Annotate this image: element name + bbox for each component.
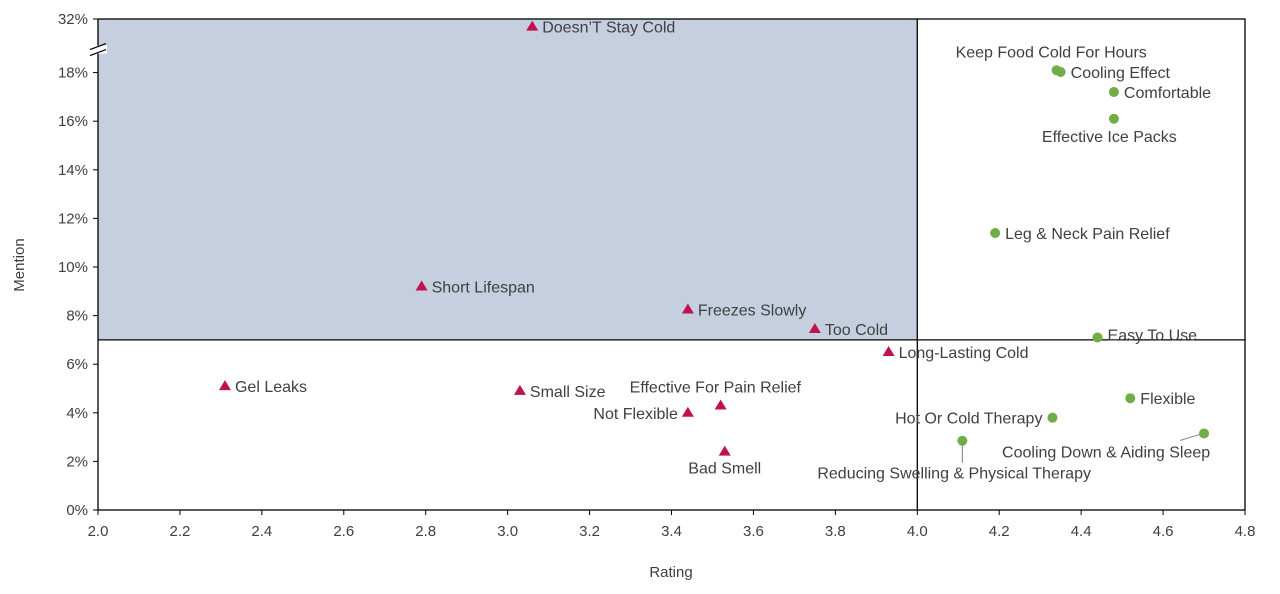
circle-point [1047, 412, 1058, 423]
triangle-point [415, 280, 428, 291]
point-label: Doesn’T Stay Cold [542, 20, 675, 37]
point-label: Long-Lasting Cold [899, 345, 1029, 362]
point-label: Bad Smell [688, 461, 761, 478]
point-label: Hot Or Cold Therapy [895, 411, 1042, 428]
leader-line [1179, 433, 1201, 441]
triangle-point [714, 399, 727, 410]
y-tick-label: 8% [66, 308, 88, 325]
y-tick-label: 14% [58, 162, 88, 179]
y-tick-label: 12% [58, 210, 88, 227]
circle-point [1108, 87, 1119, 98]
x-tick-label: 3.0 [497, 523, 518, 540]
point-label: Effective For Pain Relief [630, 380, 802, 397]
triangle-point [526, 20, 539, 31]
point-label: Easy To Use [1108, 327, 1198, 344]
x-tick-label: 4.2 [989, 523, 1010, 540]
y-tick-label: 6% [66, 356, 88, 373]
x-tick-label: 2.0 [88, 523, 109, 540]
points-layer [218, 20, 1210, 456]
x-tick-label: 4.0 [907, 523, 928, 540]
x-tick-label: 2.2 [169, 523, 190, 540]
y-tick-label: 2% [66, 453, 88, 470]
point-label: Flexible [1140, 391, 1195, 408]
point-label: Small Size [530, 384, 606, 401]
point-label: Cooling Effect [1071, 65, 1171, 82]
x-axis-title: Rating [649, 564, 692, 581]
triangle-point [218, 380, 231, 391]
circle-point [1092, 332, 1103, 343]
x-tick-label: 4.4 [1071, 523, 1092, 540]
x-tick-label: 2.8 [415, 523, 436, 540]
circle-point [1125, 393, 1136, 404]
y-tick-label: 18% [58, 65, 88, 82]
x-tick-label: 3.2 [579, 523, 600, 540]
y-axis-break [89, 43, 107, 57]
point-label: Cooling Down & Aiding Sleep [1002, 444, 1210, 461]
highlight-quadrant [98, 19, 918, 340]
circle-point [957, 435, 968, 446]
y-axis-title: Mention [11, 238, 28, 291]
x-tick-label: 3.4 [661, 523, 682, 540]
circle-point [1108, 113, 1119, 124]
triangle-point [718, 445, 731, 456]
triangle-point [681, 303, 694, 314]
x-tick-label: 4.6 [1153, 523, 1174, 540]
circle-point [990, 227, 1001, 238]
x-tick-label: 4.8 [1235, 523, 1256, 540]
triangle-point [513, 384, 526, 395]
triangle-point [681, 406, 694, 417]
point-label: Effective Ice Packs [1042, 129, 1177, 146]
point-label: Freezes Slowly [698, 303, 806, 320]
x-tick-label: 2.6 [333, 523, 354, 540]
axes-layer: 2.0 2.2 2.4 2.6 2.8 3.0 3.2 3.4 3.6 3.8 4.0 4.2 4.4 4… [58, 11, 1255, 540]
point-label: Keep Food Cold For Hours [956, 44, 1147, 61]
point-label: Not Flexible [593, 406, 678, 423]
y-tick-label: 0% [66, 502, 88, 519]
background-layer [98, 19, 918, 340]
point-label: Leg & Neck Pain Relief [1005, 226, 1170, 243]
circle-point [1055, 67, 1066, 78]
y-tick-label: 10% [58, 259, 88, 276]
point-label: Too Cold [825, 322, 888, 339]
point-label: Gel Leaks [235, 379, 307, 396]
y-tick-label: 32% [58, 11, 88, 28]
x-tick-label: 2.4 [251, 523, 272, 540]
point-label: Reducing Swelling & Physical Therapy [817, 466, 1091, 483]
x-tick-label: 3.8 [825, 523, 846, 540]
triangle-point [808, 322, 821, 333]
y-tick-label: 4% [66, 405, 88, 422]
x-tick-label: 3.6 [743, 523, 764, 540]
point-label: Comfortable [1124, 85, 1211, 102]
y-tick-label: 16% [58, 113, 88, 130]
labels-layer: Doesn’T Stay Cold Short Lifespan Freezes S… [235, 20, 1211, 483]
triangle-point [882, 346, 895, 357]
circle-point [1199, 428, 1210, 439]
point-label: Short Lifespan [432, 279, 535, 296]
